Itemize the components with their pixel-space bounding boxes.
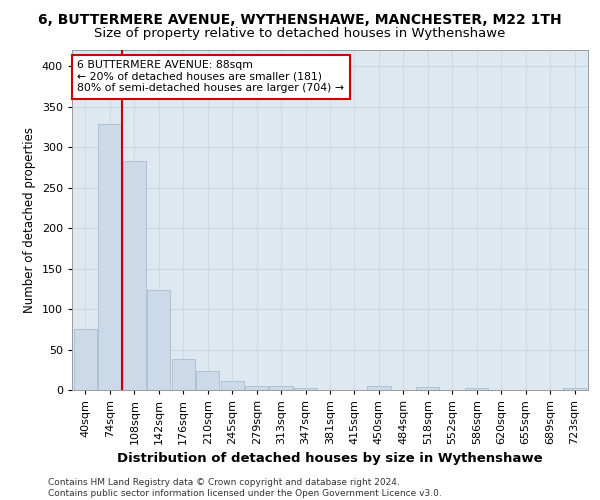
Bar: [245, 386, 268, 390]
Bar: [147, 290, 170, 390]
X-axis label: Distribution of detached houses by size in Wythenshawe: Distribution of detached houses by size …: [117, 452, 543, 466]
Bar: [196, 370, 220, 390]
Y-axis label: Number of detached properties: Number of detached properties: [23, 127, 36, 313]
Bar: [563, 388, 586, 390]
Bar: [416, 387, 439, 390]
Bar: [172, 359, 195, 390]
Bar: [465, 388, 488, 390]
Bar: [123, 161, 146, 390]
Text: Size of property relative to detached houses in Wythenshawe: Size of property relative to detached ho…: [94, 28, 506, 40]
Text: 6, BUTTERMERE AVENUE, WYTHENSHAWE, MANCHESTER, M22 1TH: 6, BUTTERMERE AVENUE, WYTHENSHAWE, MANCH…: [38, 12, 562, 26]
Bar: [294, 388, 317, 390]
Bar: [221, 381, 244, 390]
Bar: [98, 124, 122, 390]
Text: Contains HM Land Registry data © Crown copyright and database right 2024.
Contai: Contains HM Land Registry data © Crown c…: [48, 478, 442, 498]
Text: 6 BUTTERMERE AVENUE: 88sqm
← 20% of detached houses are smaller (181)
80% of sem: 6 BUTTERMERE AVENUE: 88sqm ← 20% of deta…: [77, 60, 344, 94]
Bar: [269, 386, 293, 390]
Bar: [367, 386, 391, 390]
Bar: [74, 330, 97, 390]
